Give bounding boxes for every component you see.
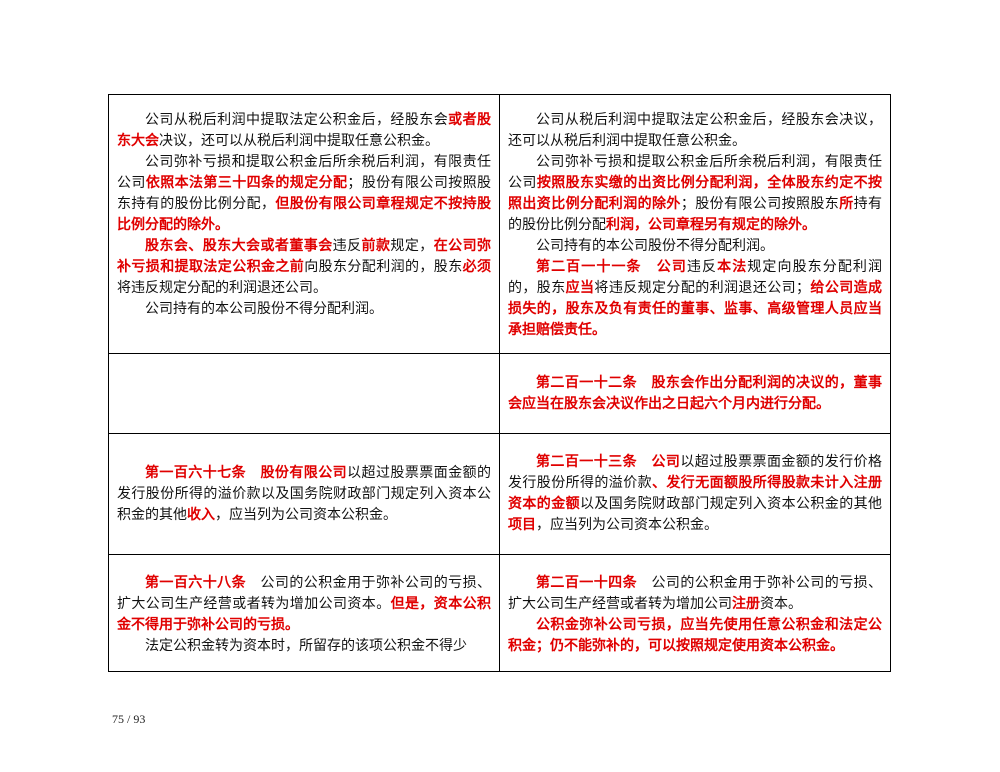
table-cell: 公司从税后利润中提取法定公积金后，经股东会决议，还可以从税后利润中提取任意公积金… (499, 94, 891, 354)
text-run: 公司持有的本公司股份不得分配利润。 (145, 301, 383, 317)
text-run: 第一百六十七条 股份有限公司 (145, 464, 348, 481)
text-run: 持有的股份比例分配 (508, 196, 883, 233)
table-cell (108, 353, 500, 434)
paragraph: 公司弥补亏损和提取公积金后所余税后利润，有限责任公司依照本法第三十四条的规定分配… (117, 152, 491, 236)
table-cell: 第二百一十三条 公司以超过股票票面金额的发行价格发行股份所得的溢价款、发行无面额… (499, 433, 891, 555)
table-cell: 第二百一十四条 公司的公积金用于弥补公司的亏损、扩大公司生产经营或者转为增加公司… (499, 554, 891, 672)
text-run: 公司的公积金用于弥补公司的亏损、扩大公司生产经营或者转为增加公司 (508, 575, 883, 612)
paragraph: 第一百六十七条 股份有限公司以超过股票票面金额的发行股份所得的溢价款以及国务院财… (117, 463, 491, 526)
paragraph: 公司弥补亏损和提取公积金后所余税后利润，有限责任公司按照股东实缴的出资比例分配利… (508, 152, 882, 236)
text-run: 规定向股东分配利润的，股东 (508, 259, 883, 296)
table-row: 第二百一十二条 股东会作出分配利润的决议的，董事会应当在股东会决议作出之日起六个… (108, 353, 891, 434)
paragraph: 第二百一十一条 公司违反本法规定向股东分配利润的，股东应当将违反规定分配的利润退… (508, 257, 882, 341)
paragraph: 公司持有的本公司股份不得分配利润。 (117, 299, 491, 320)
text-run: 利润，公司章程另有规定的除外。 (606, 217, 816, 233)
table-row: 公司从税后利润中提取法定公积金后，经股东会或者股东大会决议，还可以从税后利润中提… (108, 94, 891, 354)
text-run: 违反 (686, 259, 718, 275)
text-run: ，应当列为公司资本公积金。 (215, 506, 397, 523)
table-row: 第一百六十八条 公司的公积金用于弥补公司的亏损、扩大公司生产经营或者转为增加公司… (108, 554, 891, 672)
paragraph: 第二百一十二条 股东会作出分配利润的决议的，董事会应当在股东会决议作出之日起六个… (508, 373, 882, 415)
text-run: 应当 (565, 280, 595, 296)
text-run: 但是，资本公积金不得用于弥补公司的亏损。 (117, 596, 492, 633)
text-run: 向股东分配利润的，股东 (304, 259, 463, 275)
text-run: 公司弥补亏损和提取公积金后所余税后利润，有限责任公司 (117, 154, 491, 191)
paragraph: 公司持有的本公司股份不得分配利润。 (508, 236, 882, 257)
text-run: 第二百一十四条 (536, 575, 638, 591)
text-run: 但股份有限公司章程规定不按持股比例分配的除外。 (117, 196, 492, 233)
table-row: 第一百六十七条 股份有限公司以超过股票票面金额的发行股份所得的溢价款以及国务院财… (108, 433, 891, 555)
text-run: 规定， (390, 238, 434, 254)
text-run: 违反 (332, 238, 362, 254)
text-run: 第二百一十一条 公司 (536, 259, 687, 275)
text-run: 以超过股票票面金额的发行价格发行股份所得的溢价款 (508, 454, 883, 491)
text-run: 第二百一十二条 股东会作出分配利润的决议的，董事会应当在股东会决议作出之日起六个… (508, 374, 882, 412)
paragraph: 第二百一十四条 公司的公积金用于弥补公司的亏损、扩大公司生产经营或者转为增加公司… (508, 573, 882, 615)
paragraph: 第一百六十八条 公司的公积金用于弥补公司的亏损、扩大公司生产经营或者转为增加公司… (117, 573, 491, 636)
text-run: 公司持有的本公司股份不得分配利润。 (536, 238, 774, 254)
paragraph: 公积金弥补公司亏损，应当先使用任意公积金和法定公积金；仍不能弥补的，可以按照规定… (508, 615, 882, 657)
paragraph: 公司从税后利润中提取法定公积金后，经股东会决议，还可以从税后利润中提取任意公积金… (508, 110, 882, 152)
text-run: 项目 (508, 517, 536, 533)
text-run: 、发行无面额股所得股款未计入注册资本的金额 (508, 475, 882, 512)
paragraph: 法定公积金转为资本时，所留存的该项公积金不得少 (117, 636, 491, 657)
text-run: 给公司造成损失的，股东及负有责任的董事、监事、高级管理人员应当承担赔偿责任。 (508, 280, 883, 338)
text-run: 决议，还可以从税后利润中提取任意公积金。 (159, 133, 439, 149)
text-run: 所 (839, 196, 854, 212)
text-run: 将违反规定分配的利润退还公司。 (117, 280, 327, 296)
text-run: ，应当列为公司资本公积金。 (536, 517, 718, 533)
text-run: 股东会、股东大会或者董事会 (145, 238, 333, 254)
text-run: 第二百一十三条 公司 (536, 454, 681, 470)
text-run: 必须 (462, 259, 492, 275)
paragraph: 第二百一十三条 公司以超过股票票面金额的发行价格发行股份所得的溢价款、发行无面额… (508, 452, 882, 536)
text-run: 法定公积金转为资本时，所留存的该项公积金不得少 (145, 638, 467, 654)
table-cell: 第一百六十七条 股份有限公司以超过股票票面金额的发行股份所得的溢价款以及国务院财… (108, 433, 500, 555)
page-number: 75 / 93 (112, 712, 146, 726)
paragraph: 公司从税后利润中提取法定公积金后，经股东会或者股东大会决议，还可以从税后利润中提… (117, 110, 491, 152)
table-cell: 第二百一十二条 股东会作出分配利润的决议的，董事会应当在股东会决议作出之日起六个… (499, 353, 891, 434)
table-cell: 第一百六十八条 公司的公积金用于弥补公司的亏损、扩大公司生产经营或者转为增加公司… (108, 554, 500, 672)
text-run: 将违反规定分配的利润退还公司； (594, 280, 811, 296)
text-run: 以超过股票票面金额的发行股份所得的溢价款以及国务院财政部门规定列入资本公积金的其… (117, 464, 492, 523)
text-run: 公司从税后利润中提取法定公积金后，经股东会决议，还可以从税后利润中提取任意公积金… (508, 112, 882, 149)
paragraph: 股东会、股东大会或者董事会违反前款规定，在公司弥补亏损和提取法定公积金之前向股东… (117, 236, 491, 299)
text-run: 以及国务院财政部门规定列入资本公积金的其他 (580, 496, 882, 512)
text-run: 按照股东实缴的出资比例分配利润，全体股东约定不按照出资比例分配利润的除外 (508, 175, 883, 212)
text-run: 注册 (732, 596, 760, 612)
text-run: 第一百六十八条 (145, 575, 247, 591)
text-run: 公司的公积金用于弥补公司的亏损、扩大公司生产经营或者转为增加公司资本。 (117, 575, 492, 612)
text-run: 收入 (187, 506, 215, 523)
text-run: 资本。 (760, 596, 802, 612)
text-run: ；股份有限公司按照股东 (680, 196, 840, 212)
text-run: 依照本法第三十四条的规定分配 (145, 175, 348, 191)
text-run: 公司从税后利润中提取法定公积金后，经股东会 (145, 112, 449, 128)
text-run: ；股份有限公司按照股东持有的股份比例分配， (117, 175, 492, 212)
comparison-table: 公司从税后利润中提取法定公积金后，经股东会或者股东大会决议，还可以从税后利润中提… (108, 94, 891, 672)
text-run: 在公司弥补亏损和提取法定公积金之前 (117, 238, 492, 275)
table-cell: 公司从税后利润中提取法定公积金后，经股东会或者股东大会决议，还可以从税后利润中提… (108, 94, 500, 354)
text-run: 本法 (717, 259, 748, 275)
text-run: 前款 (361, 238, 391, 254)
text-run: 公积金弥补公司亏损，应当先使用任意公积金和法定公积金；仍不能弥补的，可以按照规定… (508, 617, 882, 654)
text-run: 公司弥补亏损和提取公积金后所余税后利润，有限责任公司 (508, 154, 882, 191)
text-run: 或者股东大会 (117, 112, 492, 149)
